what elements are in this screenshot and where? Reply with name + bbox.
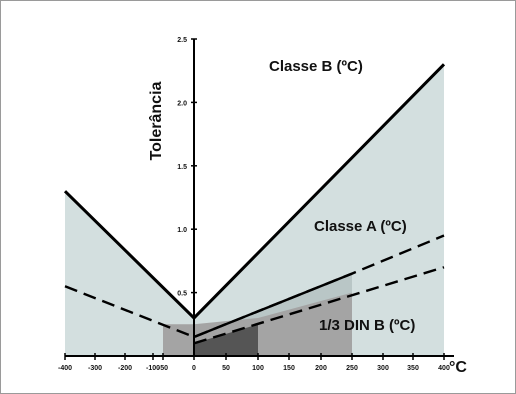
core-region [194,324,258,356]
x-tick-label: -300 [88,365,102,372]
x-tick-label: -200 [118,365,132,372]
y-tick-label: 0.5 [177,291,187,298]
din-b-line [193,266,445,345]
y-tick-label: 1.5 [177,164,187,171]
x-axis-unit: °C [449,359,467,376]
x-tick-label: 0 [192,365,196,372]
x-tick-label: 350 [407,365,419,372]
y-tick-label: 1.0 [177,227,187,234]
x-tick-label: 400 [438,365,450,372]
x-tick-label: -100 [146,365,160,372]
y-axis-label: Tolerância [148,81,165,160]
x-tick-label: -50 [158,365,168,372]
x-tick-label: 200 [315,365,327,372]
classe-a-label: Classe A (ºC) [314,218,407,235]
x-tick-label: -400 [58,365,72,372]
x-tick-label: 300 [377,365,389,372]
y-tick-label: 2.5 [177,37,187,44]
classe-a-dashed-line [64,234,445,339]
x-tick-label: 150 [283,365,295,372]
x-tick-label: 250 [346,365,358,372]
din-b-label: 1/3 DIN B (ºC) [319,317,415,334]
classe-b-label: Classe B (ºC) [269,58,363,75]
x-tick-label: 100 [252,365,264,372]
y-tick-label: 2.0 [177,100,187,107]
x-tick-label: 50 [222,365,230,372]
